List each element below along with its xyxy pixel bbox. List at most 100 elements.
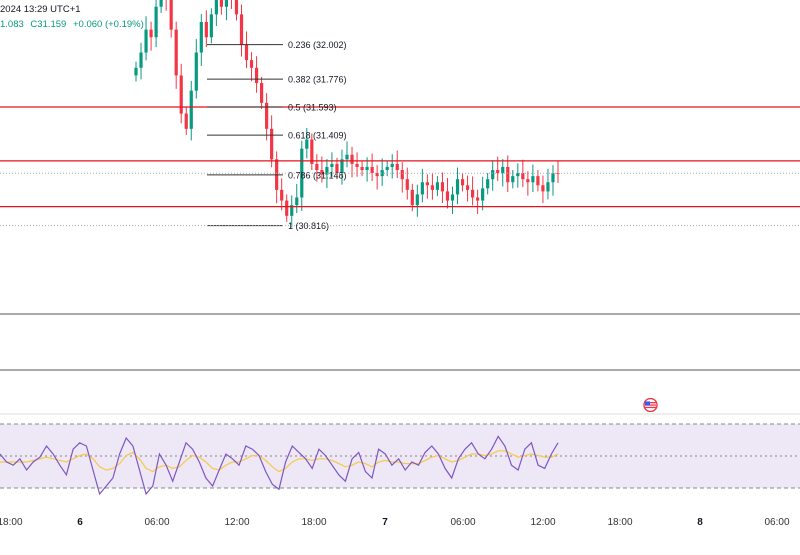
rsi-ma-line bbox=[0, 450, 559, 473]
candle-body bbox=[209, 14, 213, 38]
candle-body bbox=[139, 52, 143, 68]
candle-body bbox=[310, 139, 314, 164]
candle-body bbox=[270, 128, 274, 160]
fib-level-label: 0.382 (31.776) bbox=[288, 75, 347, 85]
candle-body bbox=[400, 170, 404, 180]
candle-body bbox=[435, 182, 440, 190]
candle-body bbox=[249, 60, 254, 68]
candle-body bbox=[511, 176, 515, 183]
candle-body bbox=[144, 29, 148, 53]
candle-body bbox=[280, 189, 284, 201]
candle-body bbox=[355, 163, 359, 167]
ohlc-low: 1.083 bbox=[0, 19, 24, 30]
candle-body bbox=[465, 185, 470, 190]
candle-body bbox=[214, 0, 218, 15]
candle-body bbox=[370, 166, 374, 174]
candle-body bbox=[295, 197, 299, 206]
candle-body bbox=[300, 148, 304, 198]
fib-level-label: 0.236 (32.002) bbox=[288, 40, 347, 50]
fib-level-label: 0.786 (31.148) bbox=[288, 170, 347, 180]
candle-body bbox=[174, 29, 178, 76]
candle-body bbox=[365, 166, 369, 171]
time-axis-tick-label: 12:00 bbox=[530, 517, 555, 528]
fib-level-label: 0.5 (31.593) bbox=[288, 103, 337, 113]
candle-body bbox=[445, 191, 450, 201]
candle-body bbox=[179, 75, 183, 114]
candle-body bbox=[551, 173, 555, 183]
ohlc-change: +0.060 (+0.19%) bbox=[72, 19, 144, 30]
candle-body bbox=[134, 67, 138, 76]
candle-body bbox=[546, 182, 550, 192]
candle-body bbox=[380, 170, 384, 177]
ohlc-close: C31.159 bbox=[30, 19, 67, 30]
candle-body bbox=[259, 83, 264, 103]
candle-body bbox=[531, 176, 535, 183]
chart-header: 2024 13:29 UTC+1 bbox=[0, 4, 81, 15]
candle-body bbox=[184, 113, 188, 129]
candle-body bbox=[244, 44, 249, 61]
candle-body bbox=[405, 179, 409, 190]
candle-body bbox=[194, 52, 198, 91]
candle-body bbox=[430, 185, 435, 190]
candle-body bbox=[526, 179, 530, 183]
candle-body bbox=[335, 163, 339, 174]
candle-body bbox=[440, 182, 445, 192]
candle-body bbox=[320, 170, 324, 175]
candle-body bbox=[385, 166, 389, 171]
candle-body bbox=[501, 166, 505, 174]
candle-body bbox=[486, 179, 490, 189]
fib-level-label: 1 (30.816) bbox=[288, 221, 329, 231]
candle-body bbox=[315, 163, 319, 171]
candle-body bbox=[360, 166, 364, 171]
candle-body bbox=[204, 21, 208, 38]
us-flag-icon-glyph bbox=[643, 397, 658, 413]
time-axis-tick-label: 18:00 bbox=[301, 517, 326, 528]
candle-body bbox=[455, 179, 460, 195]
candle-body bbox=[290, 205, 294, 216]
candle-body bbox=[325, 166, 329, 175]
candle-body bbox=[460, 179, 465, 186]
fib-level-label: 0.618 (31.409) bbox=[288, 131, 347, 141]
candle-body bbox=[536, 176, 540, 186]
candle-body bbox=[340, 159, 344, 174]
ohlc-readout: 1.083 C31.159 +0.060 (+0.19%) bbox=[0, 19, 148, 30]
candle-body bbox=[345, 154, 349, 160]
candle-body bbox=[159, 0, 163, 7]
rsi-line bbox=[0, 435, 559, 496]
candle-body bbox=[516, 173, 520, 177]
candle-body bbox=[491, 170, 495, 180]
time-axis-tick-label: 06:00 bbox=[450, 517, 475, 528]
candle-body bbox=[154, 6, 158, 38]
candle-body bbox=[390, 163, 394, 167]
candle-body bbox=[481, 188, 485, 201]
candle-body bbox=[350, 154, 354, 164]
candle-body bbox=[234, 0, 239, 15]
candle-body bbox=[521, 173, 525, 180]
candle-body bbox=[239, 14, 244, 45]
candle-body bbox=[415, 194, 419, 206]
candle-body bbox=[305, 139, 309, 149]
time-axis-tick-label: 06:00 bbox=[144, 517, 169, 528]
time-axis-tick-label: 12:00 bbox=[224, 517, 249, 528]
us-flag-icon[interactable] bbox=[641, 397, 660, 413]
candle-body bbox=[420, 182, 424, 195]
time-axis-tick-label: 06:00 bbox=[764, 517, 789, 528]
candle-body bbox=[224, 0, 229, 7]
time-axis-tick-label: 6 bbox=[77, 517, 83, 528]
candle-body bbox=[285, 200, 289, 216]
candle-body bbox=[395, 163, 399, 171]
time-axis-tick-label: 18:00 bbox=[607, 517, 632, 528]
time-axis-tick-label: 8 bbox=[697, 517, 703, 528]
candle-body bbox=[410, 189, 414, 206]
candle-body bbox=[189, 90, 193, 129]
candle-body bbox=[254, 67, 259, 84]
timestamp: 2024 13:29 UTC+1 bbox=[0, 4, 81, 15]
candle-body bbox=[506, 166, 510, 183]
candle-body bbox=[375, 173, 379, 177]
candle-body bbox=[476, 197, 480, 201]
candle-body bbox=[149, 29, 153, 38]
candle-body bbox=[425, 182, 429, 186]
candle-body bbox=[169, 0, 173, 30]
candle-body bbox=[330, 163, 334, 167]
